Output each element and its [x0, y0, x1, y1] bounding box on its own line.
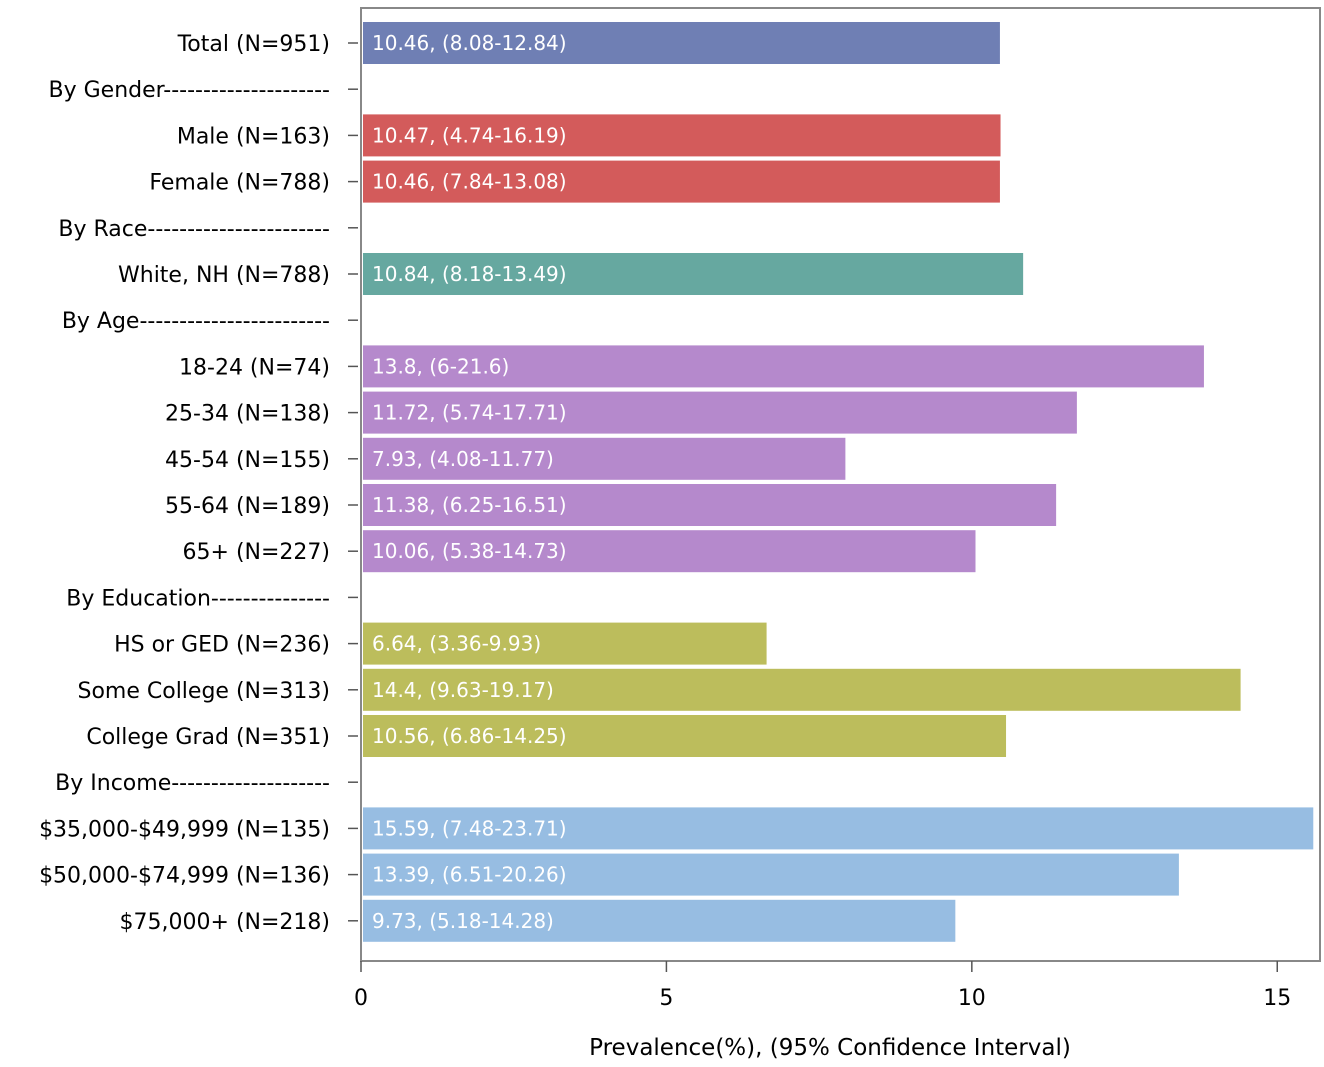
category-label: Total (N=951): [177, 32, 330, 57]
bar: [363, 853, 1179, 896]
bar-value-label: 10.46, (7.84-13.08): [372, 170, 567, 194]
bar-value-label: 9.73, (5.18-14.28): [372, 909, 554, 933]
bar: [363, 622, 767, 665]
bar: [363, 114, 1001, 157]
category-label: White, NH (N=788): [118, 263, 330, 288]
category-label: 55-64 (N=189): [165, 494, 330, 519]
x-tick-label: 15: [1263, 986, 1291, 1011]
category-label: By Income--------------------: [55, 771, 330, 796]
x-axis: 0 5 10 15: [354, 961, 1291, 1011]
category-label: Male (N=163): [177, 124, 330, 149]
bar: [363, 437, 846, 480]
bar-value-label: 10.06, (5.38-14.73): [372, 539, 567, 563]
bar: [363, 807, 1314, 850]
category-label: By Gender---------------------: [49, 78, 330, 103]
bar-value-label: 11.38, (6.25-16.51): [372, 493, 567, 517]
category-label: 65+ (N=227): [183, 540, 330, 565]
category-label: By Education---------------: [66, 586, 330, 611]
bar: [363, 484, 1057, 526]
bar: [363, 391, 1077, 434]
bar-value-label: 6.64, (3.36-9.93): [372, 632, 541, 656]
category-label: College Grad (N=351): [86, 725, 330, 750]
category-label: HS or GED (N=236): [114, 633, 330, 658]
plot-frame: [360, 7, 1321, 962]
bar-value-label: 10.47, (4.74-16.19): [372, 123, 567, 147]
bar-value-label: 15.59, (7.48-23.71): [372, 816, 567, 840]
category-label: 45-54 (N=155): [165, 448, 330, 473]
category-label: By Age------------------------: [62, 309, 330, 334]
bar: [363, 899, 956, 942]
x-axis-title: Prevalence(%), (95% Confidence Interval): [589, 1035, 1071, 1061]
category-labels: Total (N=951) By Gender------------------…: [39, 32, 358, 935]
category-label: 18-24 (N=74): [179, 355, 330, 380]
bar-value-label: 14.4, (9.63-19.17): [372, 678, 554, 702]
bar: [363, 345, 1204, 388]
bar-value-label: 13.39, (6.51-20.26): [372, 863, 567, 887]
category-label: Female (N=788): [149, 171, 330, 196]
bar: [363, 715, 1007, 757]
bar-value-label: 10.56, (6.86-14.25): [372, 724, 567, 748]
category-label: By Race-----------------------: [58, 217, 330, 242]
bar: [363, 253, 1024, 295]
category-label: $50,000-$74,999 (N=136): [39, 864, 330, 889]
x-tick-label: 5: [659, 986, 673, 1011]
bar-value-label: 13.8, (6-21.6): [372, 354, 509, 378]
category-label: $75,000+ (N=218): [120, 910, 330, 935]
bars-layer: 10.46, (8.08-12.84) 10.47, (4.74-16.19) 10…: [363, 22, 1314, 942]
bar-value-label: 11.72, (5.74-17.71): [372, 401, 567, 425]
bar: [363, 22, 1000, 64]
category-label: Some College (N=313): [77, 679, 330, 704]
bar-value-label: 10.46, (8.08-12.84): [372, 31, 567, 55]
bar: [363, 530, 976, 573]
bar-value-label: 10.84, (8.18-13.49): [372, 262, 567, 286]
bar-value-label: 7.93, (4.08-11.77): [372, 447, 554, 471]
x-tick-label: 10: [958, 986, 986, 1011]
category-label: $35,000-$49,999 (N=135): [39, 817, 330, 842]
category-label: 25-34 (N=138): [165, 402, 330, 427]
bar: [363, 160, 1000, 203]
x-tick-label: 0: [354, 986, 368, 1011]
bar: [363, 668, 1241, 711]
